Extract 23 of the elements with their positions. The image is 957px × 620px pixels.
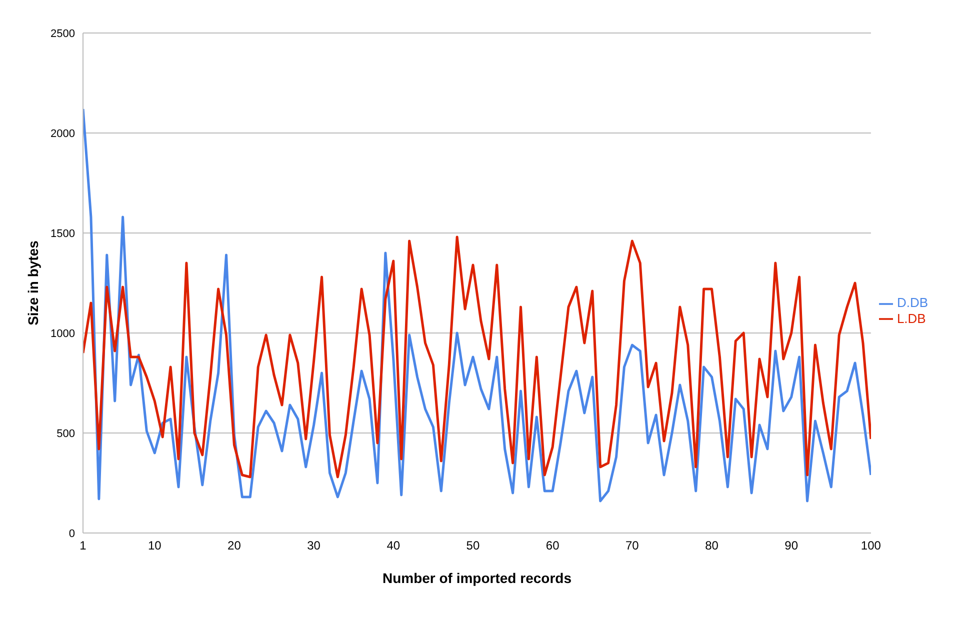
y-tick-label: 1000: [50, 328, 75, 340]
legend-label: L.DB: [896, 310, 926, 326]
y-tick-label: 2500: [50, 28, 75, 40]
x-tick-label: 30: [307, 538, 321, 553]
line-series: [83, 108, 871, 502]
x-tick-label: 50: [466, 538, 480, 553]
x-tick-label: 20: [228, 538, 242, 553]
x-tick-label: 70: [625, 538, 640, 553]
x-axis-title: Number of imported records: [382, 570, 572, 586]
line-series: [83, 236, 871, 478]
x-tick-label: 60: [546, 538, 560, 553]
x-tick-label: 1: [80, 538, 87, 553]
x-tick-label: 80: [705, 538, 719, 553]
x-tick-label: 40: [386, 538, 400, 553]
x-tick-label: 100: [860, 538, 882, 553]
x-tick-label: 90: [784, 538, 798, 553]
y-axis-title: Size in bytes: [24, 240, 41, 326]
x-tick-label: 10: [148, 538, 162, 553]
y-tick-label: 0: [68, 528, 75, 540]
y-tick-label: 1500: [50, 228, 75, 240]
y-tick-label: 2000: [50, 128, 75, 140]
legend-label: D.DB: [896, 294, 928, 310]
y-tick-label: 500: [56, 428, 75, 440]
